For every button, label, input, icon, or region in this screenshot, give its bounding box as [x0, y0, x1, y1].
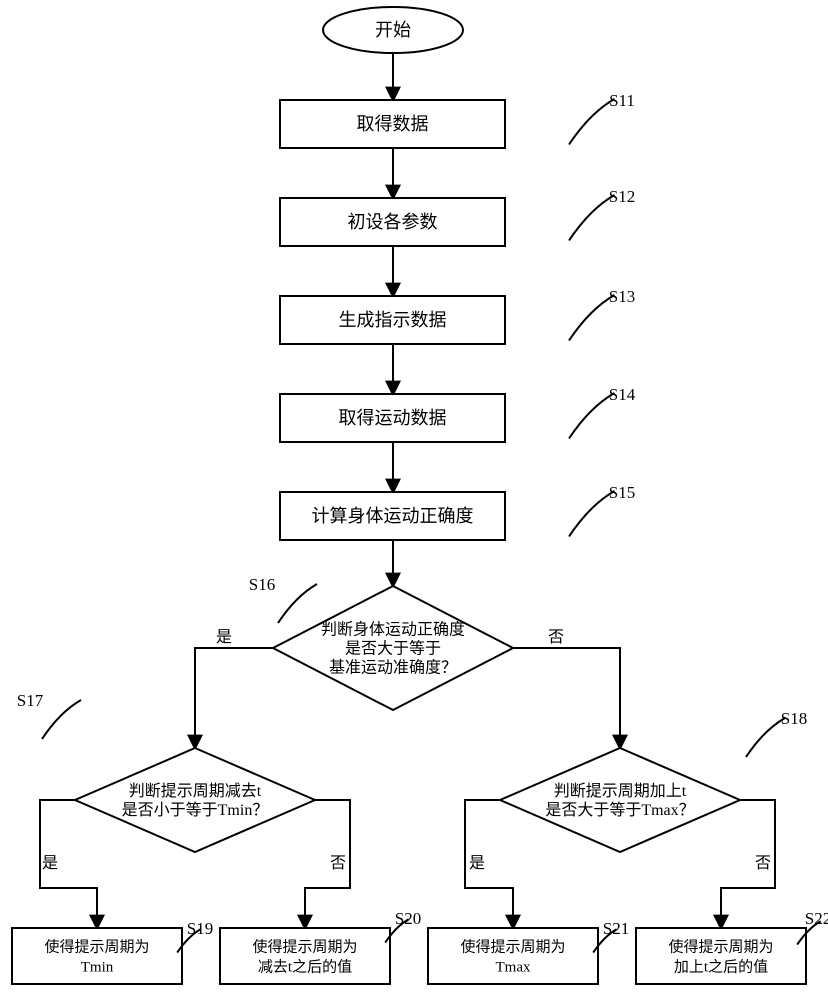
node-text: 使得提示周期为	[44, 938, 149, 955]
branch-label: 否	[548, 629, 564, 646]
label-arc-s13	[569, 295, 615, 341]
label-arc-s11	[569, 99, 615, 145]
step-label-s17: S17	[17, 691, 44, 710]
label-arc-s14	[569, 393, 615, 439]
label-arc-s18	[746, 718, 785, 757]
edge-s16-s17	[195, 648, 273, 748]
node-text: Tmax	[496, 959, 531, 975]
node-text: 使得提示周期为	[460, 938, 565, 955]
node-text: Tmin	[81, 959, 114, 975]
node-text: 取得运动数据	[339, 408, 447, 428]
node-text: 判断身体运动正确度	[321, 621, 465, 639]
edge-s16-s18	[513, 648, 620, 748]
node-text: 判断提示周期加上t	[554, 782, 687, 800]
node-text: 开始	[375, 20, 411, 40]
branch-label: 是	[216, 629, 232, 646]
node-s22	[636, 928, 806, 984]
node-text: 加上t之后的值	[674, 958, 768, 975]
branch-label: 否	[755, 855, 771, 872]
node-text: 计算身体运动正确度	[312, 506, 474, 526]
label-arc-s17	[42, 700, 81, 739]
node-s20	[220, 928, 390, 984]
node-s21	[428, 928, 598, 984]
branch-label: 是	[42, 855, 58, 872]
node-text: 使得提示周期为	[252, 938, 357, 955]
node-text: 初设各参数	[348, 212, 438, 232]
node-text: 是否大于等于Tmax？	[545, 801, 694, 819]
label-arc-s15	[569, 491, 615, 537]
node-text: 取得数据	[357, 114, 429, 134]
node-s19	[12, 928, 182, 984]
node-text: 是否小于等于Tmin？	[122, 801, 269, 819]
node-text: 使得提示周期为	[668, 938, 773, 955]
node-text: 判断提示周期减去t	[129, 782, 262, 800]
node-text: 减去t之后的值	[258, 958, 352, 975]
node-text: 生成指示数据	[339, 310, 447, 330]
label-arc-s12	[569, 195, 615, 241]
label-arc-s16	[278, 584, 317, 623]
node-text: 是否大于等于	[345, 640, 441, 658]
branch-label: 否	[330, 855, 346, 872]
node-text: 基准运动准确度？	[329, 659, 457, 677]
branch-label: 是	[469, 855, 485, 872]
flowchart-canvas: 是否是否是否开始取得数据S11初设各参数S12生成指示数据S13取得运动数据S1…	[0, 0, 828, 1000]
step-label-s16: S16	[249, 575, 275, 594]
